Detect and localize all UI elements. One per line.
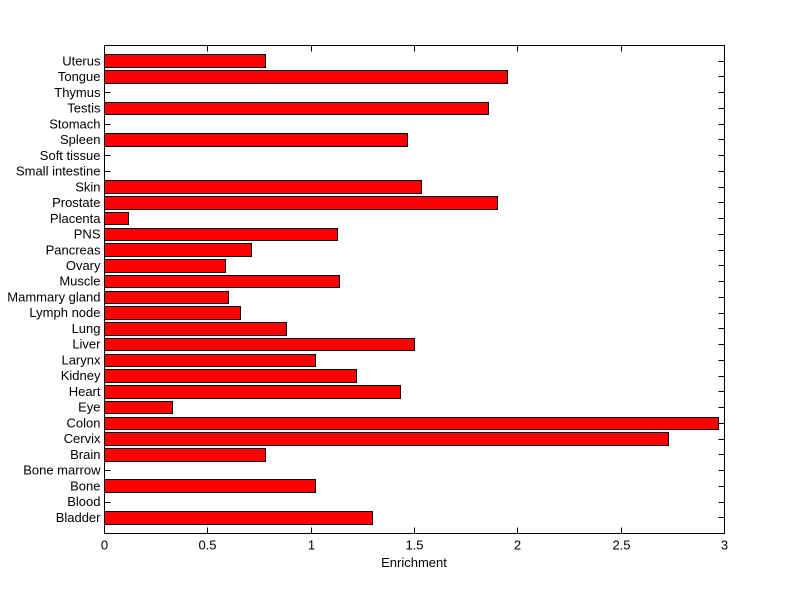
- svg-text:Spleen: Spleen: [60, 132, 100, 147]
- svg-text:Liver: Liver: [72, 337, 101, 352]
- svg-text:Larynx: Larynx: [61, 352, 101, 367]
- svg-text:1.5: 1.5: [405, 538, 423, 553]
- svg-text:1: 1: [308, 538, 315, 553]
- svg-text:Blood: Blood: [67, 494, 100, 509]
- svg-text:2.5: 2.5: [612, 538, 630, 553]
- svg-text:Stomach: Stomach: [49, 116, 100, 131]
- svg-text:Enrichment: Enrichment: [381, 555, 447, 570]
- svg-text:PNS: PNS: [74, 227, 101, 242]
- svg-text:Soft tissue: Soft tissue: [40, 148, 101, 163]
- svg-text:Bone: Bone: [70, 478, 100, 493]
- svg-text:Eye: Eye: [78, 400, 100, 415]
- svg-text:Kidney: Kidney: [61, 368, 101, 383]
- svg-text:Lymph node: Lymph node: [29, 305, 100, 320]
- svg-text:Skin: Skin: [75, 179, 100, 194]
- svg-text:Testis: Testis: [67, 101, 101, 116]
- svg-text:Ovary: Ovary: [66, 258, 101, 273]
- svg-text:0.5: 0.5: [198, 538, 216, 553]
- svg-text:Tongue: Tongue: [58, 69, 101, 84]
- svg-text:Bone marrow: Bone marrow: [23, 463, 101, 478]
- svg-text:Uterus: Uterus: [62, 53, 101, 68]
- svg-text:3: 3: [721, 538, 728, 553]
- svg-text:Heart: Heart: [69, 384, 101, 399]
- svg-text:Colon: Colon: [67, 415, 101, 430]
- svg-text:Brain: Brain: [70, 447, 100, 462]
- svg-text:Thymus: Thymus: [54, 85, 101, 100]
- svg-text:Bladder: Bladder: [56, 510, 101, 525]
- svg-text:Pancreas: Pancreas: [46, 242, 101, 257]
- svg-text:Cervix: Cervix: [64, 431, 101, 446]
- svg-text:Muscle: Muscle: [59, 274, 100, 289]
- svg-text:0: 0: [101, 538, 108, 553]
- svg-text:Lung: Lung: [72, 321, 101, 336]
- svg-text:Small intestine: Small intestine: [16, 164, 101, 179]
- svg-text:Mammary gland: Mammary gland: [7, 289, 100, 304]
- svg-text:Prostate: Prostate: [52, 195, 100, 210]
- svg-text:2: 2: [514, 538, 521, 553]
- svg-text:Placenta: Placenta: [50, 211, 101, 226]
